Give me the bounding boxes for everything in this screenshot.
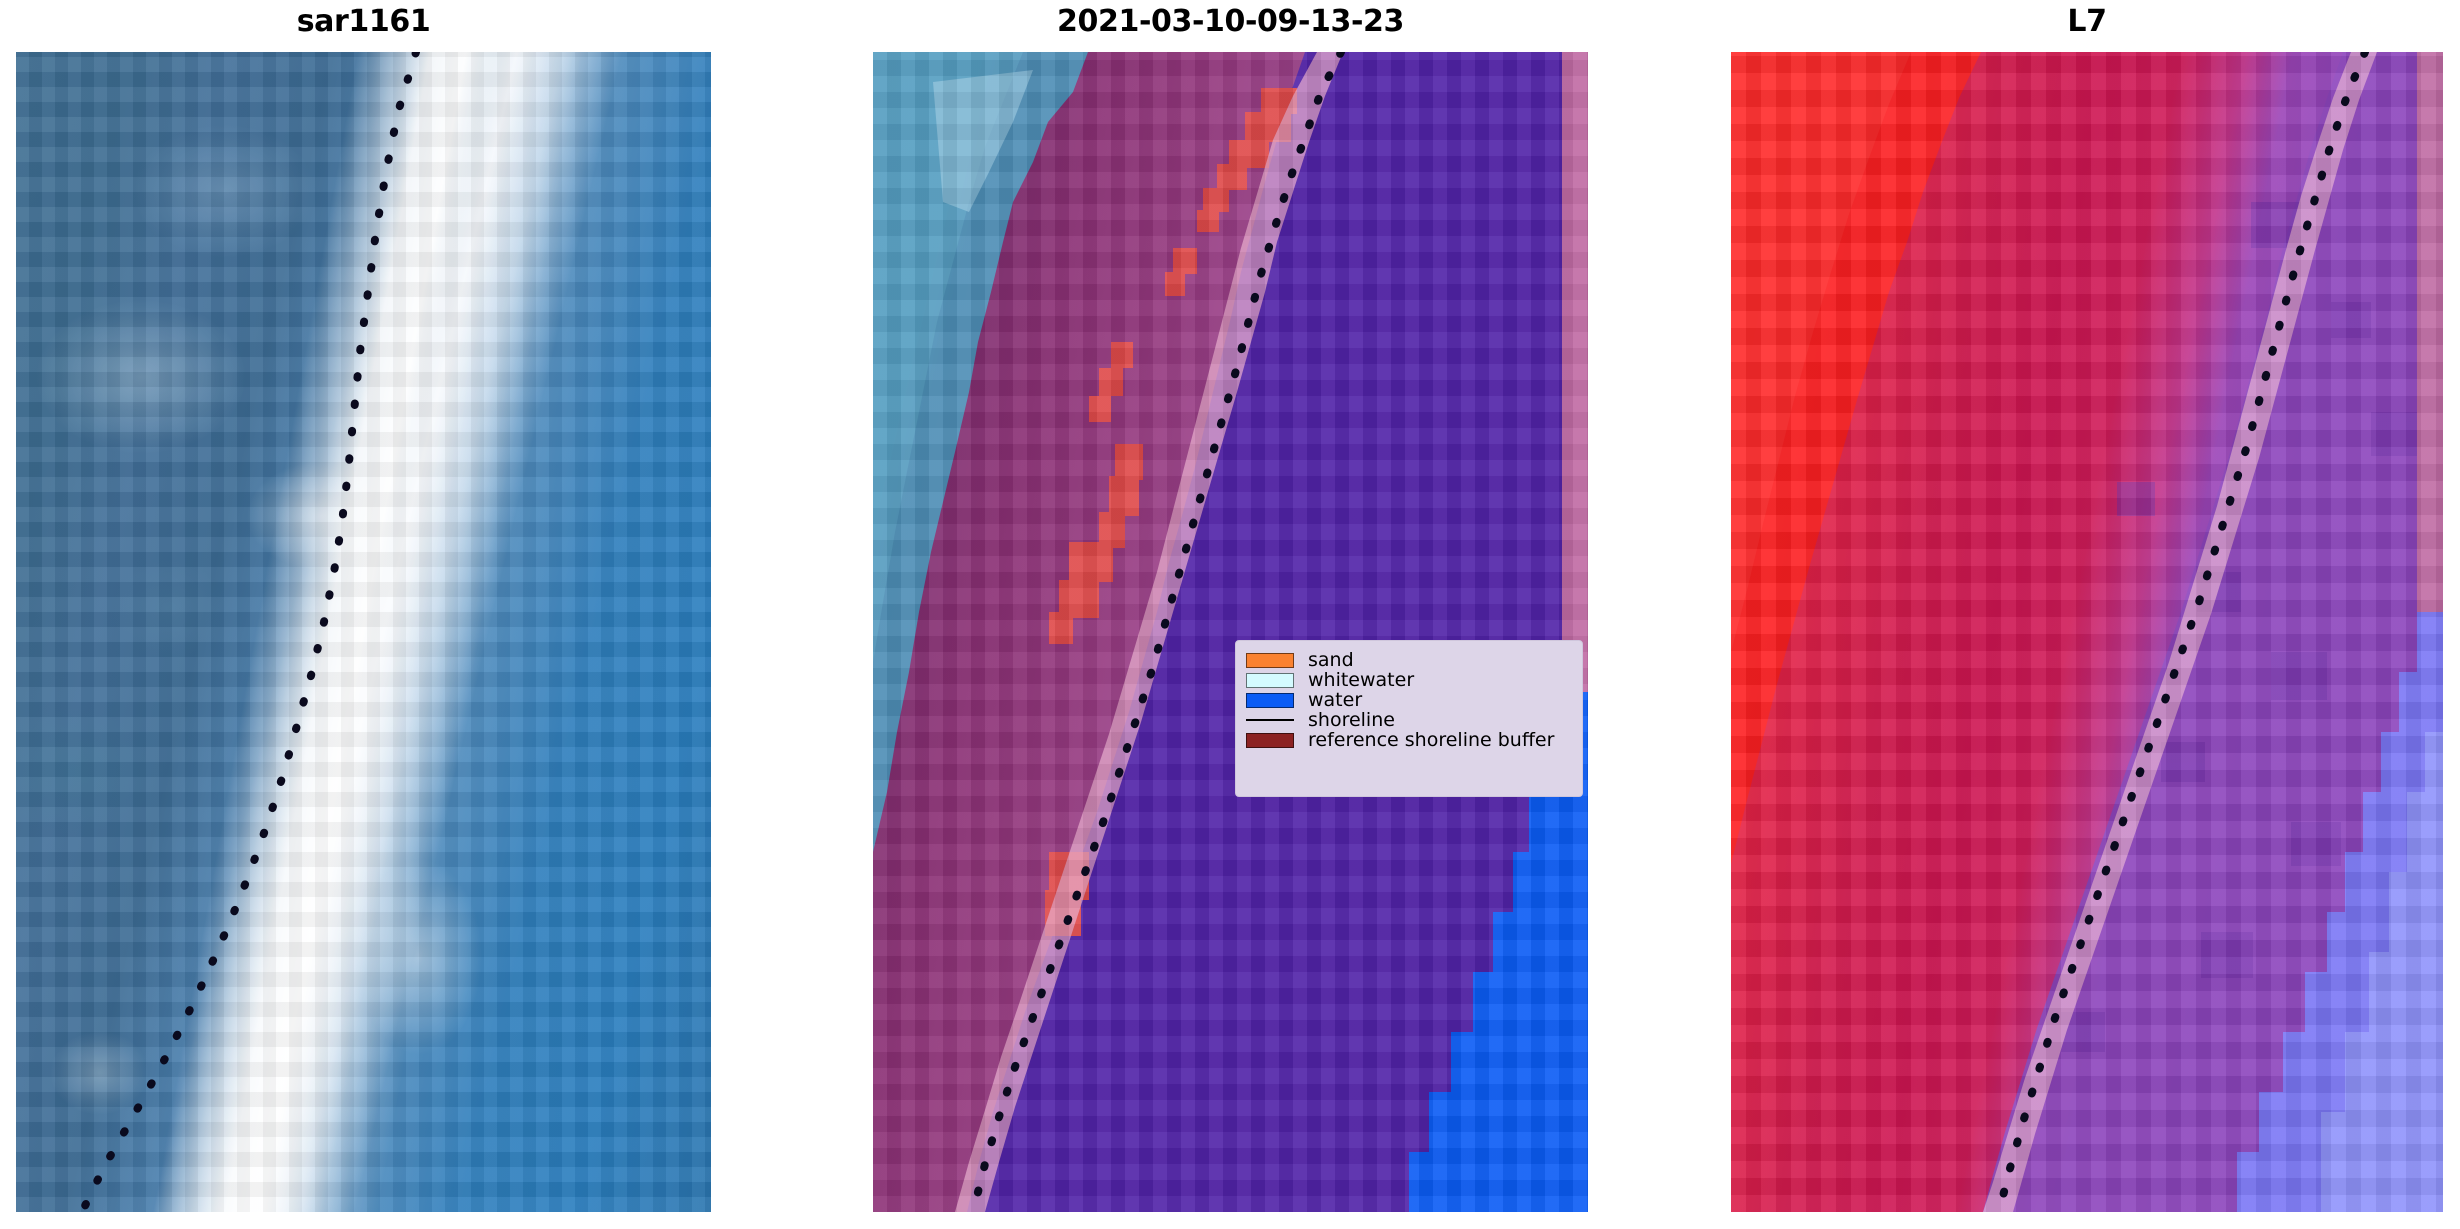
- shoreline-overlay-sar: [78, 52, 420, 1212]
- reference-shoreline-buffer-swatch: [1246, 732, 1294, 748]
- legend-label-water: water: [1308, 689, 1363, 711]
- classification-pixel-texture: [873, 52, 1588, 1212]
- legend-item-water[interactable]: water: [1246, 690, 1570, 710]
- water-swatch: [1246, 692, 1294, 708]
- legend-label-sand: sand: [1308, 649, 1354, 671]
- shoreline-overlay-classified: [969, 52, 1345, 1212]
- panel-title-sar: sar1161: [296, 4, 431, 39]
- sand-swatch: [1246, 652, 1294, 668]
- l7-panel[interactable]: [1731, 52, 2443, 1212]
- legend-item-whitewater[interactable]: whitewater: [1246, 670, 1570, 690]
- whitewater-swatch: [1246, 672, 1294, 688]
- legend-label-whitewater: whitewater: [1308, 669, 1415, 691]
- l7-pixel-texture: [1731, 52, 2443, 1212]
- l7-regions: [1731, 52, 2443, 1212]
- shoreline-overlay-l7: [1995, 52, 2369, 1212]
- legend-item-sand[interactable]: sand: [1246, 650, 1570, 670]
- panel-title-classified: 2021-03-10-09-13-23: [1057, 4, 1404, 39]
- shoreline-line-swatch: [1246, 713, 1294, 728]
- legend-item-shoreline[interactable]: shoreline: [1246, 710, 1570, 730]
- sar-panel[interactable]: [16, 52, 711, 1212]
- sar-pixel-texture: [16, 52, 711, 1212]
- panel-title-l7: L7: [2067, 4, 2107, 39]
- legend-item-reference-shoreline-buffer[interactable]: reference shoreline buffer: [1246, 730, 1570, 750]
- classified-regions: [873, 52, 1588, 1212]
- sar-speckle-blotches: [16, 52, 711, 1212]
- legend-label-reference-shoreline-buffer: reference shoreline buffer: [1308, 729, 1555, 751]
- classified-panel[interactable]: [873, 52, 1588, 1212]
- classification-legend[interactable]: sand whitewater water shoreline referenc…: [1235, 640, 1583, 797]
- legend-label-shoreline: shoreline: [1308, 709, 1395, 731]
